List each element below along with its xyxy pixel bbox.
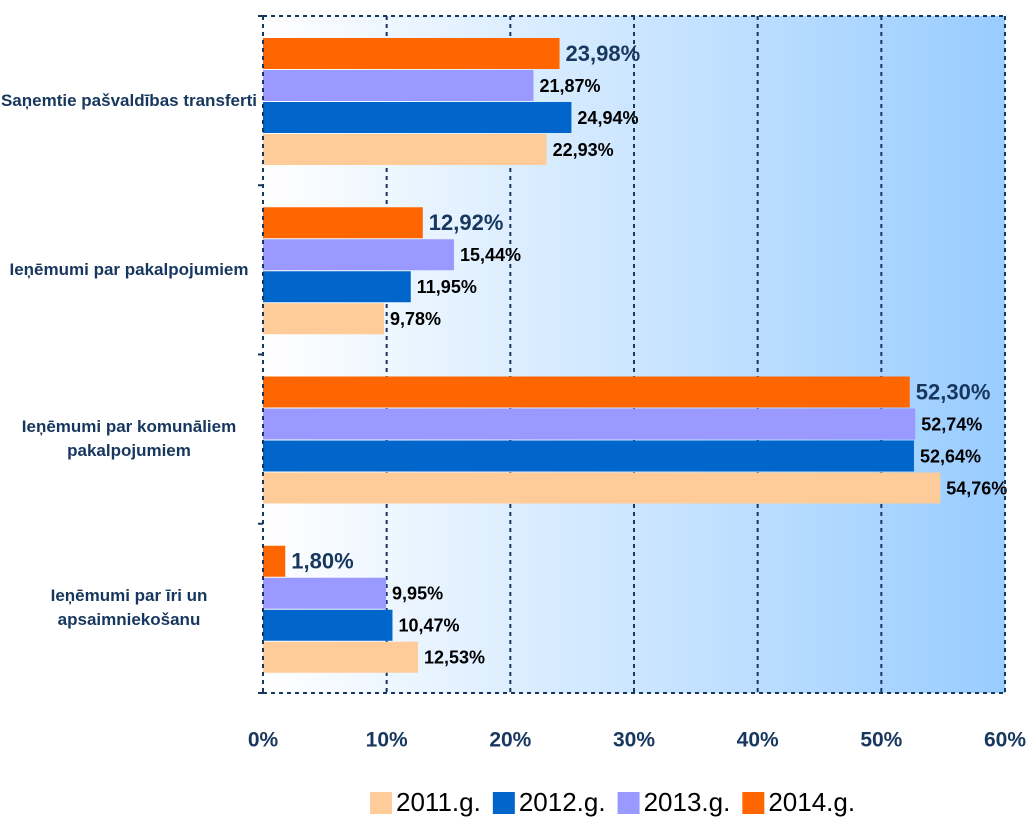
- bar: [263, 207, 423, 239]
- value-label: 52,64%: [920, 446, 981, 466]
- category-label: Ieņēmumi par īri un apsaimniekošanu: [50, 586, 208, 630]
- value-label: 12,92%: [429, 210, 504, 235]
- x-tick-label: 10%: [366, 729, 408, 752]
- value-label: 52,30%: [916, 379, 991, 404]
- legend-swatch: [492, 792, 515, 814]
- legend-label: 2012.g.: [519, 787, 606, 817]
- legend-swatch: [370, 792, 392, 814]
- x-tick-label: 30%: [613, 729, 655, 752]
- bar: [263, 472, 941, 504]
- bar: [263, 303, 384, 335]
- x-tick-label: 50%: [860, 729, 902, 752]
- bar: [263, 271, 411, 303]
- value-label: 24,94%: [577, 108, 638, 128]
- bar: [263, 134, 547, 165]
- value-label: 9,95%: [392, 584, 443, 604]
- legend-label: 2013.g.: [644, 787, 731, 817]
- bar: [263, 641, 418, 673]
- legend-swatch: [742, 792, 765, 814]
- x-tick-label: 20%: [489, 729, 531, 752]
- value-label: 23,98%: [566, 41, 641, 66]
- bar: [263, 408, 916, 440]
- value-label: 11,95%: [417, 277, 477, 297]
- x-tick-label: 40%: [737, 729, 779, 752]
- bar: [263, 38, 560, 69]
- x-tick-label: 0%: [248, 729, 279, 752]
- value-label: 15,44%: [460, 245, 521, 265]
- bar: [263, 577, 387, 609]
- value-label: 9,78%: [390, 309, 441, 329]
- value-label: 22,93%: [553, 140, 614, 160]
- value-label: 54,76%: [946, 478, 1007, 498]
- legend-label: 2011.g.: [396, 787, 481, 817]
- legend-label: 2014.g.: [768, 787, 855, 817]
- value-label: 52,74%: [921, 414, 982, 434]
- bar: [263, 70, 534, 101]
- value-label: 12,53%: [424, 648, 485, 668]
- value-label: 10,47%: [398, 616, 459, 636]
- category-label: Ieņēmumi par pakalpojumiem: [9, 259, 249, 279]
- category-label: Saņemtie pašvaldības transferti: [0, 90, 258, 110]
- bar: [263, 376, 910, 408]
- bar: [263, 545, 286, 577]
- bar: [263, 239, 454, 271]
- bar: [263, 609, 393, 641]
- category-label: Ieņēmumi par komunāliem pakalpojumiem: [21, 417, 237, 461]
- legend-swatch: [617, 792, 640, 814]
- bar: [263, 102, 572, 133]
- value-label: 21,87%: [539, 76, 600, 96]
- bar: [263, 440, 914, 472]
- value-label: 1,80%: [291, 549, 353, 574]
- x-tick-label: 60%: [984, 729, 1026, 752]
